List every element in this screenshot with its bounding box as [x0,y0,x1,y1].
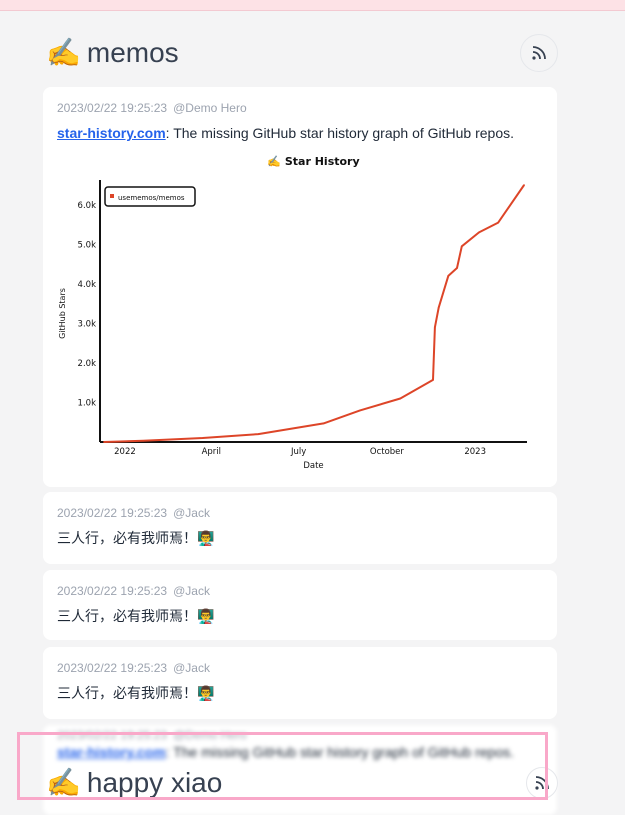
memo-author[interactable]: @Jack [173,584,210,598]
data-point [497,221,500,224]
series-line-usememos-memos [103,184,525,443]
x-tick-label: October [370,447,405,457]
page-header: ✍️ memos [46,32,558,74]
x-axis-label: Date [303,461,323,471]
memo-card: 2023/02/22 19:25:23 @Jack 三人行，必有我师焉！👨‍🏫 [43,492,557,564]
brand: ✍️ memos [46,37,179,69]
y-tick-label: 5.0k [78,240,97,250]
x-tick-label: April [202,447,221,457]
data-point [142,440,144,442]
memo-time: 2023/02/22 19:25:23 [57,661,168,675]
data-point [478,231,480,234]
x-tick-label: July [290,447,306,457]
data-point [432,379,434,381]
memo-text: : The missing GitHub star history graph … [165,744,515,760]
data-point [447,275,450,277]
legend-box [104,186,196,207]
memo-card: 2023/02/22 19:25:23 @Jack 三人行，必有我师焉！👨‍🏫 [43,647,557,719]
memo-author[interactable]: @Demo Hero [173,101,247,115]
memo-card: 2023/02/22 19:25:23 @Jack 三人行，必有我师焉！👨‍🏫 [43,570,557,640]
data-point [523,184,525,186]
memo-time: 2023/02/22 19:25:23 [57,584,168,598]
memo-text: 三人行，必有我师焉！👨‍🏫 [57,685,215,701]
data-point [103,441,105,443]
memo-author[interactable]: @Jack [173,506,210,520]
data-point [399,397,402,400]
data-point [437,306,440,309]
rss-icon [532,46,546,60]
chart-title: ✍️ Star History [267,155,359,168]
y-tick-label: 1.0k [78,398,97,408]
x-tick-label: 2022 [114,447,136,457]
y-tick-label: 6.0k [78,201,97,211]
legend-label: usememos/memos [118,194,185,202]
y-axis-label: GitHub Stars [58,288,67,339]
selection-overlay [17,732,548,800]
memo-time: 2023/02/22 19:25:23 [57,728,168,742]
data-point [460,245,463,248]
overlay-title: happy xiao [86,767,223,798]
writing-hand-icon: ✍️ [46,37,81,68]
memo-author[interactable]: @Jack [173,661,210,675]
memo-author[interactable]: @Demo Hero [173,728,247,742]
memo-text: 三人行，必有我师焉！👨‍🏫 [57,530,215,546]
data-point [257,433,260,435]
browser-top-bar [0,0,625,11]
y-tick-label: 3.0k [78,319,97,329]
x-tick-label: 2023 [464,447,486,457]
writing-hand-icon: ✍️ [46,767,81,798]
rss-button[interactable] [520,34,558,72]
memo-card: 2023/02/22 19:25:23 @Demo Hero star-histo… [43,87,557,487]
data-point [456,267,458,269]
star-history-chart: ✍️ Star History 2022 April July October 2023 1… [58,155,527,471]
data-point [322,422,325,425]
y-tick-label: 4.0k [78,280,97,290]
data-point [434,326,436,329]
memo-time: 2023/02/22 19:25:23 [57,506,168,520]
overlay-brand: ✍️ happy xiao [46,767,222,799]
data-point [359,409,361,412]
memo-time: 2023/02/22 19:25:23 [57,101,168,115]
memo-text: 三人行，必有我师焉！👨‍🏫 [57,608,215,624]
memo-link[interactable]: star-history.com [57,744,166,760]
page-title: memos [86,37,179,68]
data-point [201,437,204,439]
memo-link[interactable]: star-history.com [57,125,166,141]
y-tick-label: 2.0k [78,359,97,369]
legend-swatch [110,194,114,198]
memo-text: : The missing GitHub star history graph … [165,125,515,141]
